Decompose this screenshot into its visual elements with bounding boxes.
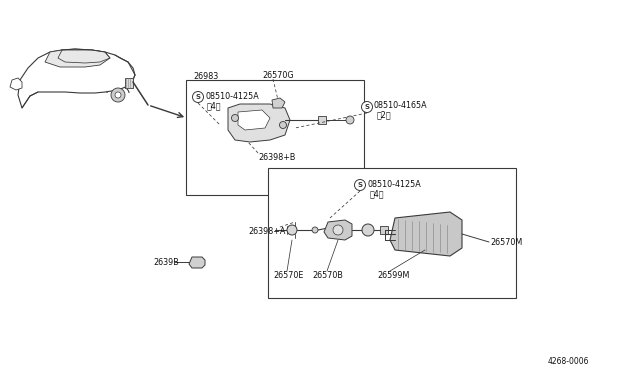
Text: 26599M: 26599M bbox=[377, 271, 410, 280]
Text: S: S bbox=[365, 104, 369, 110]
Polygon shape bbox=[390, 212, 462, 256]
Text: 26570E: 26570E bbox=[273, 271, 303, 280]
Text: 08510-4125A: 08510-4125A bbox=[367, 180, 420, 189]
Bar bbox=[186, 80, 364, 195]
Text: S: S bbox=[195, 94, 200, 100]
Text: 26398+A: 26398+A bbox=[248, 227, 285, 236]
Bar bbox=[318, 116, 326, 124]
Text: 26983: 26983 bbox=[193, 72, 218, 81]
Bar bbox=[380, 226, 388, 234]
Text: 26570G: 26570G bbox=[262, 71, 294, 80]
Circle shape bbox=[280, 122, 287, 128]
Circle shape bbox=[111, 88, 125, 102]
Polygon shape bbox=[189, 257, 205, 268]
Text: 26570M: 26570M bbox=[490, 238, 522, 247]
Circle shape bbox=[346, 116, 354, 124]
Polygon shape bbox=[272, 98, 285, 108]
Text: S: S bbox=[358, 182, 362, 188]
Bar bbox=[125, 78, 133, 88]
Circle shape bbox=[312, 227, 318, 233]
Circle shape bbox=[193, 92, 204, 103]
Circle shape bbox=[333, 225, 343, 235]
Text: （4）: （4） bbox=[370, 189, 385, 198]
Circle shape bbox=[232, 115, 239, 122]
Polygon shape bbox=[45, 50, 110, 67]
Circle shape bbox=[362, 224, 374, 236]
Text: （2）: （2） bbox=[377, 110, 392, 119]
Text: （4）: （4） bbox=[207, 101, 221, 110]
Polygon shape bbox=[228, 104, 290, 142]
Text: 26398+B: 26398+B bbox=[258, 153, 296, 162]
Circle shape bbox=[355, 180, 365, 190]
Text: 4268-0006: 4268-0006 bbox=[548, 357, 589, 366]
Circle shape bbox=[362, 102, 372, 112]
Circle shape bbox=[287, 225, 297, 235]
Text: 26570B: 26570B bbox=[312, 271, 343, 280]
Circle shape bbox=[115, 92, 121, 98]
Text: 08510-4125A: 08510-4125A bbox=[205, 92, 259, 101]
Bar bbox=[268, 168, 516, 298]
Text: 08510-4165A: 08510-4165A bbox=[374, 101, 428, 110]
Polygon shape bbox=[18, 49, 135, 108]
Polygon shape bbox=[10, 78, 22, 90]
Text: 2639B: 2639B bbox=[153, 258, 179, 267]
Polygon shape bbox=[324, 220, 352, 240]
Polygon shape bbox=[238, 110, 270, 130]
